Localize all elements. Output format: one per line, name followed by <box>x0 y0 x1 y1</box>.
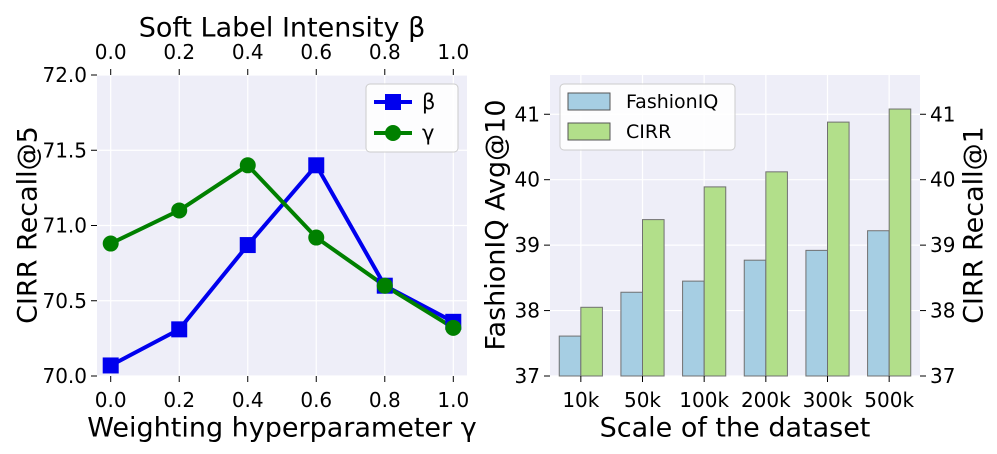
bar-fashioniq <box>805 249 829 377</box>
bar-cirr <box>703 186 727 377</box>
gamma-point <box>308 229 325 246</box>
left-top-tick-label: 0.2 <box>163 40 195 64</box>
gamma-point <box>171 202 188 219</box>
legend-fashioniq-label: FashionIQ <box>626 91 718 113</box>
legend-cirr-label: CIRR <box>626 121 671 143</box>
gamma-point <box>102 235 119 252</box>
legend-gamma-label: γ <box>422 121 434 145</box>
bar-fashioniq <box>558 335 582 377</box>
left-top-tick-label: 0.4 <box>232 40 264 64</box>
right-y2-tick-label: 39 <box>930 233 955 257</box>
left-x-ticks: 0.0 0.2 0.4 0.6 0.8 1.0 <box>95 376 469 412</box>
right-x-tick-label: 300k <box>803 388 853 412</box>
right-y2-tick-label: 41 <box>930 102 955 126</box>
right-bars <box>558 108 912 377</box>
left-x-axis-label: Weighting hyperparameter γ <box>87 413 476 444</box>
beta-point <box>308 157 325 174</box>
right-x-tick-label: 500k <box>864 388 914 412</box>
right-y2-tick-label: 38 <box>930 299 955 323</box>
right-x-tick-label: 200k <box>741 388 791 412</box>
right-x-axis-label: Scale of the dataset <box>600 413 871 444</box>
beta-point <box>171 321 188 338</box>
right-y-tick-label: 40 <box>515 168 540 192</box>
left-x-tick-label: 0.6 <box>300 388 332 412</box>
legend-fashioniq-swatch <box>567 92 611 111</box>
right-y2-tick-label: 40 <box>930 168 955 192</box>
beta-point <box>102 357 119 374</box>
bar-cirr <box>827 121 850 377</box>
left-y-tick-label: 70.0 <box>42 364 87 388</box>
bar-fashioniq <box>620 291 644 377</box>
left-series-markers <box>102 157 462 374</box>
right-x-tick-label: 50k <box>624 388 661 412</box>
legend-beta-label: β <box>422 90 435 114</box>
right-y-ticks-right: 37 38 39 40 41 <box>920 102 955 388</box>
right-y-ticks: 37 38 39 40 41 <box>515 102 550 388</box>
right-x-tick-label: 10k <box>562 388 599 412</box>
left-legend-box <box>365 83 459 153</box>
right-y-tick-label: 37 <box>515 364 540 388</box>
left-chart: 0.0 0.2 0.4 0.6 0.8 1.0 0.0 0.2 0.4 0.6 0.8 1.0 70… <box>13 13 477 444</box>
gamma-point <box>445 319 462 336</box>
left-x-ticks-top: 0.0 0.2 0.4 0.6 0.8 1.0 <box>95 40 469 75</box>
gamma-point <box>376 277 393 294</box>
gamma-point <box>239 157 256 174</box>
left-y-tick-label: 72.0 <box>42 63 87 87</box>
right-y-axis-label: FashionIQ Avg@10 <box>481 99 512 350</box>
bar-cirr <box>580 306 603 377</box>
left-y-tick-label: 70.5 <box>42 289 87 313</box>
bar-fashioniq <box>867 230 890 377</box>
series-line-gamma <box>109 163 455 330</box>
right-y2-tick-label: 37 <box>930 364 955 388</box>
legend-beta-marker <box>385 94 401 110</box>
left-x-tick-label: 1.0 <box>437 388 469 412</box>
right-x-ticks: 10k 50k 100k 200k 300k 500k <box>562 376 914 412</box>
left-x-tick-label: 0.4 <box>232 388 264 412</box>
bar-cirr <box>642 219 665 377</box>
left-x-tick-label: 0.2 <box>163 388 195 412</box>
right-chart: 10k 50k 100k 200k 300k 500k 37 38 39 40 41 37 38 39… <box>481 75 990 444</box>
bar-fashioniq <box>743 259 767 377</box>
bar-cirr <box>765 171 788 377</box>
right-y-tick-label: 41 <box>515 102 540 126</box>
beta-point <box>239 237 256 254</box>
left-top-tick-label: 0.8 <box>369 40 401 64</box>
right-x-tick-label: 100k <box>679 388 729 412</box>
left-top-tick-label: 1.0 <box>437 40 469 64</box>
right-y-axis-label-right: CIRR Recall@1 <box>959 126 990 324</box>
left-legend: β γ <box>365 83 459 153</box>
left-top-tick-label: 0.0 <box>95 40 127 64</box>
left-x-tick-label: 0.0 <box>95 388 127 412</box>
right-y-tick-label: 39 <box>515 233 540 257</box>
left-series-lines <box>109 163 455 368</box>
left-y-tick-label: 71.5 <box>42 138 87 162</box>
left-top-tick-label: 0.6 <box>300 40 332 64</box>
legend-gamma-marker <box>385 125 401 141</box>
left-y-axis-label: CIRR Recall@5 <box>13 126 44 324</box>
legend-cirr-swatch <box>567 122 611 141</box>
left-y-tick-label: 71.0 <box>42 214 87 238</box>
bar-fashioniq <box>682 280 705 377</box>
right-y-tick-label: 38 <box>515 299 540 323</box>
left-top-axis-label: Soft Label Intensity β <box>139 13 426 44</box>
left-x-tick-label: 0.8 <box>369 388 401 412</box>
left-y-ticks: 70.0 70.5 71.0 71.5 72.0 <box>42 63 97 388</box>
bar-cirr <box>888 108 912 377</box>
right-legend: FashionIQ CIRR <box>559 83 736 151</box>
